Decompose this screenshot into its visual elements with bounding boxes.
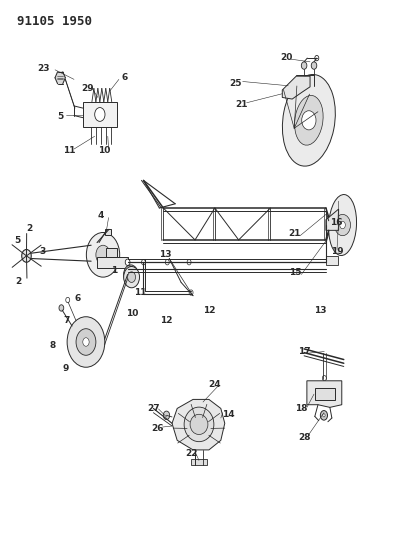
Circle shape xyxy=(142,260,145,265)
Text: 18: 18 xyxy=(295,405,308,414)
Text: 12: 12 xyxy=(160,316,173,325)
Ellipse shape xyxy=(190,414,208,434)
Text: 4: 4 xyxy=(98,212,104,221)
Circle shape xyxy=(189,290,193,295)
Ellipse shape xyxy=(67,317,105,367)
Text: 6: 6 xyxy=(121,73,128,82)
Text: 14: 14 xyxy=(222,410,235,419)
Polygon shape xyxy=(315,387,335,400)
Text: 21: 21 xyxy=(236,100,248,109)
Polygon shape xyxy=(55,72,65,84)
Text: 5: 5 xyxy=(57,112,63,121)
Circle shape xyxy=(323,414,325,417)
Ellipse shape xyxy=(283,75,336,166)
Text: 25: 25 xyxy=(229,78,242,87)
Polygon shape xyxy=(172,399,225,450)
Text: 22: 22 xyxy=(185,449,197,458)
Polygon shape xyxy=(326,209,339,230)
Circle shape xyxy=(340,221,345,229)
Circle shape xyxy=(124,265,138,284)
Text: 17: 17 xyxy=(298,347,310,356)
Text: 10: 10 xyxy=(98,146,111,155)
Text: 3: 3 xyxy=(39,247,45,256)
Text: 19: 19 xyxy=(331,247,343,256)
Polygon shape xyxy=(105,229,111,235)
Text: 10: 10 xyxy=(126,309,139,318)
Text: 28: 28 xyxy=(298,433,310,442)
Text: 7: 7 xyxy=(63,316,69,325)
Ellipse shape xyxy=(329,195,357,255)
Circle shape xyxy=(311,62,317,69)
Polygon shape xyxy=(326,256,338,265)
Text: 5: 5 xyxy=(14,237,20,246)
Polygon shape xyxy=(282,76,310,99)
Circle shape xyxy=(128,272,136,282)
Text: 8: 8 xyxy=(50,341,56,350)
Circle shape xyxy=(59,305,64,311)
Circle shape xyxy=(124,266,140,288)
Text: 21: 21 xyxy=(289,229,301,238)
Text: 2: 2 xyxy=(16,277,21,286)
Polygon shape xyxy=(106,248,117,257)
Text: 23: 23 xyxy=(37,64,50,72)
Circle shape xyxy=(95,108,105,122)
Circle shape xyxy=(315,55,319,61)
Text: 12: 12 xyxy=(203,305,215,314)
Text: 9: 9 xyxy=(63,364,69,373)
Circle shape xyxy=(301,62,307,69)
Text: 24: 24 xyxy=(208,380,220,389)
Circle shape xyxy=(187,260,191,265)
Circle shape xyxy=(320,410,328,420)
Circle shape xyxy=(86,232,120,277)
Circle shape xyxy=(76,329,96,356)
Circle shape xyxy=(66,297,70,303)
Text: 2: 2 xyxy=(26,224,32,233)
Circle shape xyxy=(163,411,170,419)
Circle shape xyxy=(335,214,351,236)
Text: 29: 29 xyxy=(81,84,94,93)
Circle shape xyxy=(302,111,316,130)
Text: 27: 27 xyxy=(147,405,160,414)
Text: 11: 11 xyxy=(134,287,146,296)
Circle shape xyxy=(128,270,134,279)
Polygon shape xyxy=(307,381,342,407)
Text: 91105 1950: 91105 1950 xyxy=(17,14,92,28)
Text: 6: 6 xyxy=(75,294,81,303)
Circle shape xyxy=(125,259,130,265)
Text: 1: 1 xyxy=(111,266,117,274)
Ellipse shape xyxy=(184,407,214,442)
Circle shape xyxy=(165,260,169,265)
Circle shape xyxy=(96,245,110,264)
Ellipse shape xyxy=(295,95,323,145)
Text: 20: 20 xyxy=(280,53,293,62)
Circle shape xyxy=(22,249,31,262)
Polygon shape xyxy=(191,459,207,465)
Polygon shape xyxy=(83,102,117,127)
Text: 11: 11 xyxy=(62,146,75,155)
Polygon shape xyxy=(97,257,128,268)
Text: 15: 15 xyxy=(289,269,301,277)
Circle shape xyxy=(83,338,89,346)
Text: 16: 16 xyxy=(330,219,342,228)
Text: 26: 26 xyxy=(151,424,164,433)
Text: 13: 13 xyxy=(314,305,326,314)
Text: 13: 13 xyxy=(159,251,172,260)
Circle shape xyxy=(322,375,326,381)
